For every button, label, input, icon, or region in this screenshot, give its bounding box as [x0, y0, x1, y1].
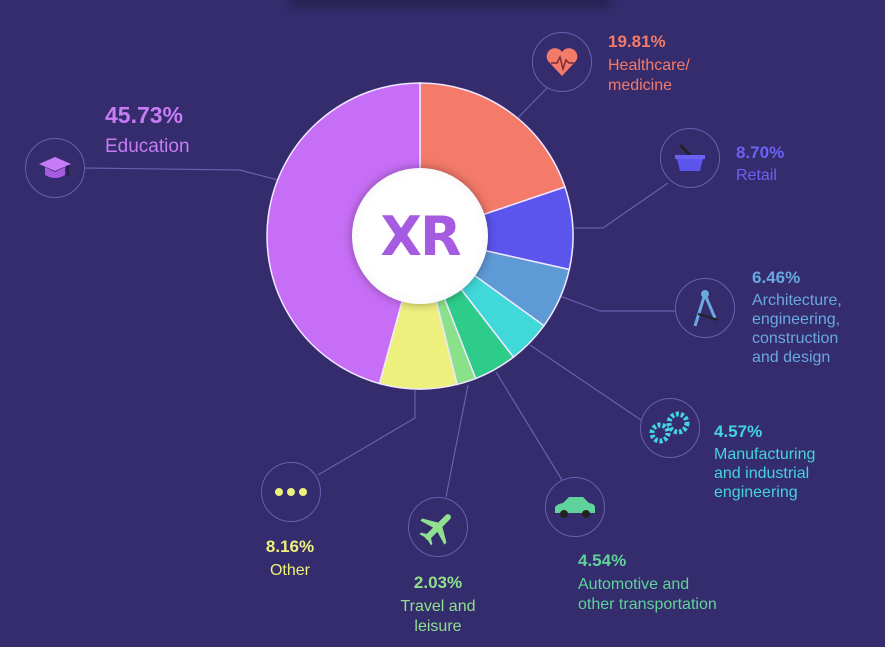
- retail-label: 8.70% Retail: [736, 143, 784, 186]
- automotive-name: Automotive and other transportation: [578, 576, 717, 613]
- retail-name: Retail: [736, 167, 777, 185]
- education-name: Education: [105, 135, 190, 157]
- other-pct: 8.16%: [265, 537, 315, 556]
- manufacturing-icon-circle: [640, 398, 700, 458]
- graduation-cap-icon: [39, 157, 71, 178]
- healthcare-icon-circle: [532, 32, 592, 92]
- other-icon-circle: [261, 462, 321, 522]
- connector-manufacturing: [529, 344, 642, 421]
- manufacturing-name: Manufacturing and industrial engineering: [714, 446, 816, 502]
- automotive-icon-circle: [545, 477, 605, 537]
- center-xr-label: XR: [352, 168, 488, 304]
- compass-icon: [693, 290, 719, 327]
- automotive-label: 4.54% Automotive and other transportatio…: [578, 551, 717, 614]
- travel-name: Travel and leisure: [400, 598, 476, 635]
- shopping-basket-icon: [675, 143, 705, 171]
- healthcare-name: Healthcare/ medicine: [608, 57, 690, 94]
- connector-travel: [445, 384, 469, 498]
- ellipsis-icon: [275, 488, 307, 496]
- heart-pulse-icon: [546, 48, 578, 76]
- education-pct: 45.73%: [105, 102, 184, 128]
- architecture-icon-circle: [675, 278, 735, 338]
- architecture-label: 6.46% Architecture, engineering, constru…: [752, 268, 842, 368]
- other-label: 8.16% Other: [230, 537, 350, 581]
- travel-pct: 2.03%: [413, 573, 463, 592]
- connector-retail: [575, 182, 669, 229]
- connector-education: [84, 167, 279, 181]
- healthcare-label: 19.81% Healthcare/ medicine: [608, 32, 690, 95]
- manufacturing-label: 4.57% Manufacturing and industrial engin…: [714, 422, 815, 503]
- education-label: 45.73% Education: [105, 102, 190, 158]
- gears-icon: [649, 411, 690, 444]
- retail-pct: 8.70%: [736, 143, 785, 162]
- travel-label: 2.03% Travel and leisure: [378, 573, 498, 636]
- connector-other: [317, 390, 416, 476]
- automotive-pct: 4.54%: [578, 551, 627, 570]
- travel-icon-circle: [408, 497, 468, 557]
- healthcare-pct: 19.81%: [608, 32, 666, 51]
- airplane-icon: [419, 514, 451, 546]
- other-name: Other: [269, 562, 310, 580]
- connector-automotive: [495, 371, 563, 481]
- connector-architecture: [559, 295, 675, 312]
- retail-icon-circle: [660, 128, 720, 188]
- architecture-name: Architecture, engineering, construction …: [752, 292, 842, 367]
- manufacturing-pct: 4.57%: [714, 422, 763, 441]
- car-icon: [555, 497, 595, 518]
- top-shadow-bar: [290, 0, 610, 2]
- education-icon-circle: [25, 138, 85, 198]
- architecture-pct: 6.46%: [752, 268, 801, 287]
